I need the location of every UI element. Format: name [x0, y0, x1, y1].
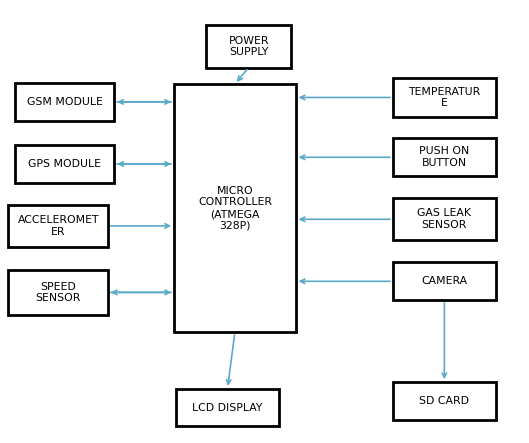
Text: CAMERA: CAMERA: [421, 276, 468, 286]
Bar: [393, 139, 496, 176]
Bar: [393, 78, 496, 117]
Bar: [393, 382, 496, 420]
Text: MICRO
CONTROLLER
(ATMEGA
328P): MICRO CONTROLLER (ATMEGA 328P): [198, 186, 272, 231]
Text: LCD DISPLAY: LCD DISPLAY: [192, 403, 263, 412]
Bar: [8, 205, 108, 247]
Bar: [206, 26, 291, 68]
Text: TEMPERATUR
E: TEMPERATUR E: [408, 87, 480, 108]
Text: POWER
SUPPLY: POWER SUPPLY: [229, 36, 269, 57]
Bar: [15, 145, 114, 183]
Bar: [393, 198, 496, 240]
Text: SPEED
SENSOR: SPEED SENSOR: [35, 282, 81, 303]
Bar: [8, 270, 108, 315]
Text: ACCELEROMET
ER: ACCELEROMET ER: [17, 215, 99, 237]
Text: SD CARD: SD CARD: [419, 396, 469, 406]
Text: GAS LEAK
SENSOR: GAS LEAK SENSOR: [417, 209, 471, 230]
Bar: [176, 389, 279, 426]
Bar: [393, 262, 496, 300]
Text: PUSH ON
BUTTON: PUSH ON BUTTON: [419, 147, 469, 168]
Bar: [174, 84, 296, 332]
Bar: [15, 83, 114, 120]
Text: GSM MODULE: GSM MODULE: [26, 97, 103, 107]
Text: GPS MODULE: GPS MODULE: [28, 159, 101, 169]
